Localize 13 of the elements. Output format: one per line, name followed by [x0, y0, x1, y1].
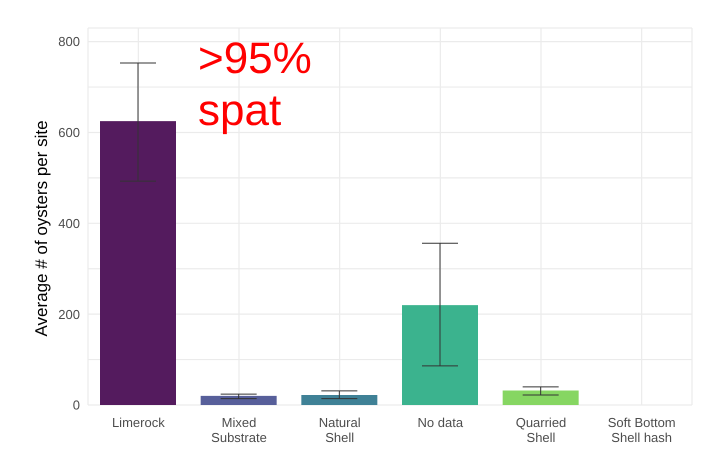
y-tick-label: 600: [58, 125, 80, 140]
y-axis-title: Average # of oysters per site: [32, 120, 52, 336]
x-tick-label: Soft Bottom Shell hash: [608, 415, 676, 445]
x-tick-label: Natural Shell: [318, 415, 361, 445]
y-tick-label: 0: [72, 398, 80, 413]
y-tick-label: 400: [58, 216, 80, 231]
y-tick-label: 800: [58, 34, 80, 50]
annotation: >95% spat: [198, 34, 312, 135]
x-tick-label: No data: [418, 415, 464, 430]
x-tick-label: Mixed Substrate: [211, 415, 267, 445]
x-tick-label: Limerock: [112, 415, 166, 430]
x-tick-label: Quarried Shell: [516, 415, 566, 445]
y-tick-label: 200: [58, 306, 80, 322]
